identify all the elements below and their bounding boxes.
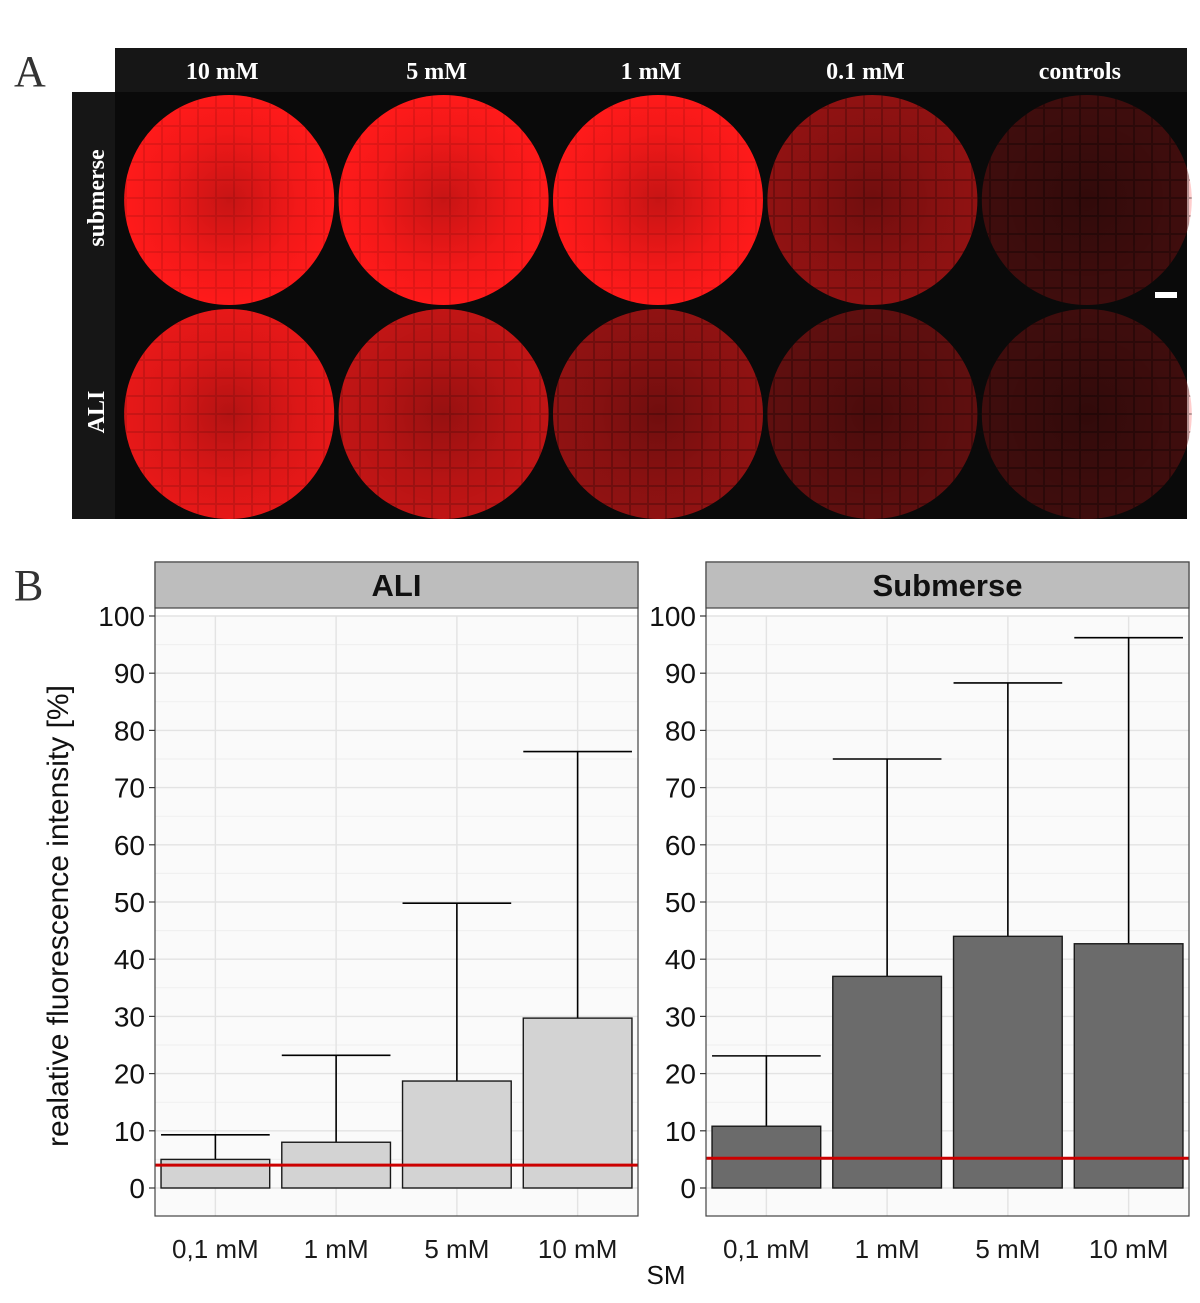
column-label: controls [1039,59,1121,85]
bar [832,975,943,1189]
well-shading [338,309,549,519]
well-shading [553,309,763,519]
panel-b-label: B [14,561,44,610]
y-tick-label: 60 [114,830,145,861]
y-tick-label: 20 [114,1059,145,1090]
well-shading [981,309,1192,519]
y-tick-label: 30 [114,1001,145,1032]
facet-title: ALI [372,568,422,603]
column-label: 0.1 mM [826,59,905,85]
y-tick-label: 50 [665,887,696,918]
well-shading [981,95,1192,305]
facet-strip [705,561,1190,609]
y-tick-label: 0 [129,1173,145,1204]
column-header-bar [115,48,1187,92]
column-label: 1 mM [621,59,682,85]
y-tick-label: 80 [665,715,696,746]
x-tick-label: 0,1 mM [723,1234,810,1264]
x-axis-label: SM [647,1260,686,1290]
y-tick-label: 70 [114,773,145,804]
y-tick-label: 100 [649,601,696,632]
y-tick-label: 20 [665,1059,696,1090]
column-label: 10 mM [186,59,259,85]
well-shading [338,95,549,305]
row-header-bar [72,92,115,519]
well-shading [124,95,335,305]
y-tick-label: 100 [98,601,145,632]
x-tick-label: 5 mM [975,1234,1040,1264]
y-tick-label: 60 [665,830,696,861]
bar [401,1080,512,1189]
y-tick-label: 40 [114,944,145,975]
x-tick-label: 1 mM [304,1234,369,1264]
y-tick-label: 10 [114,1116,145,1147]
facet-title: Submerse [873,568,1023,603]
well-shading [767,95,978,305]
x-tick-label: 1 mM [855,1234,920,1264]
x-tick-label: 10 mM [538,1234,617,1264]
bar [1073,943,1184,1189]
bar [522,1017,633,1189]
y-tick-label: 50 [114,887,145,918]
row-label: ALI [84,391,110,434]
y-tick-label: 0 [680,1173,696,1204]
column-label: 5 mM [406,59,467,85]
well-shading [767,309,978,519]
x-tick-label: 10 mM [1089,1234,1168,1264]
y-tick-label: 80 [114,715,145,746]
scale-bar [1155,292,1177,298]
y-tick-label: 10 [665,1116,696,1147]
y-axis-label: realative fluorescence intensity [%] [42,685,75,1147]
facet-strip [154,561,639,609]
bar [952,935,1063,1189]
y-tick-label: 70 [665,773,696,804]
x-tick-label: 0,1 mM [172,1234,259,1264]
x-tick-label: 5 mM [424,1234,489,1264]
y-tick-label: 30 [665,1001,696,1032]
y-tick-label: 90 [114,658,145,689]
panel-a-label: A [14,47,46,96]
well-shading [124,309,335,519]
bar-chart-panel: 0,1 mM 1 mM 5 mM 10 mM ALI 0 10 20 30 40 50 60 70 80 9… [42,561,1190,1290]
microscopy-panel: 10 mM 5 mM 1 mM 0.1 mM controls submerse ALI [72,48,1192,519]
well-shading [553,95,763,305]
y-tick-label: 40 [665,944,696,975]
row-label: submerse [84,149,110,247]
y-tick-label: 90 [665,658,696,689]
